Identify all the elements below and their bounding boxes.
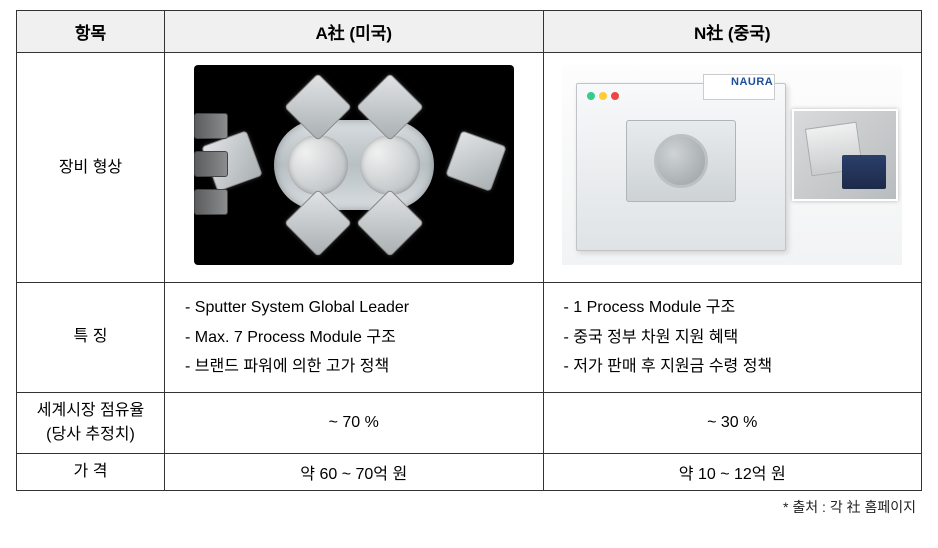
cell-features-a: - Sputter System Global Leader - Max. 7 … bbox=[165, 283, 544, 393]
cell-features-n: - 1 Process Module 구조 - 중국 정부 차원 지원 혜택 -… bbox=[543, 283, 922, 393]
equipment-image-n: NAURA bbox=[562, 65, 902, 265]
cell-share-a: ~ 70 % bbox=[165, 392, 544, 453]
comparison-table: 항목 A社 (미국) N社 (중국) 장비 형상 bbox=[16, 10, 922, 491]
label-market-share: 세계시장 점유율 (당사 추정치) bbox=[17, 392, 165, 453]
col-header-item: 항목 bbox=[17, 11, 165, 53]
equipment-image-a bbox=[194, 65, 514, 265]
cell-equipment-a bbox=[165, 53, 544, 283]
row-price: 가 격 약 60 ~ 70억 원 약 10 ~ 12억 원 bbox=[17, 453, 922, 490]
col-header-company-n: N社 (중국) bbox=[543, 11, 922, 53]
row-features: 특 징 - Sputter System Global Leader - Max… bbox=[17, 283, 922, 393]
row-market-share: 세계시장 점유율 (당사 추정치) ~ 70 % ~ 30 % bbox=[17, 392, 922, 453]
equipment-image-n-inset bbox=[792, 109, 898, 201]
feature-n-line: - 중국 정부 차원 지원 혜택 bbox=[564, 323, 902, 353]
feature-a-line: - Max. 7 Process Module 구조 bbox=[185, 323, 523, 353]
cell-equipment-n: NAURA bbox=[543, 53, 922, 283]
cell-price-n: 약 10 ~ 12억 원 bbox=[543, 453, 922, 490]
cell-price-a: 약 60 ~ 70억 원 bbox=[165, 453, 544, 490]
label-features: 특 징 bbox=[17, 283, 165, 393]
feature-n-line: - 1 Process Module 구조 bbox=[564, 293, 902, 323]
col-header-company-a: A社 (미국) bbox=[165, 11, 544, 53]
footnote-source: * 출처 : 각 社 홈페이지 bbox=[16, 497, 922, 517]
row-equipment-shape: 장비 형상 bbox=[17, 53, 922, 283]
label-price: 가 격 bbox=[17, 453, 165, 490]
feature-a-line: - 브랜드 파워에 의한 고가 정책 bbox=[185, 352, 523, 382]
feature-a-line: - Sputter System Global Leader bbox=[185, 293, 523, 323]
brand-label-n: NAURA bbox=[731, 76, 773, 88]
label-equipment-shape: 장비 형상 bbox=[17, 53, 165, 283]
table-header-row: 항목 A社 (미국) N社 (중국) bbox=[17, 11, 922, 53]
feature-n-line: - 저가 판매 후 지원금 수령 정책 bbox=[564, 352, 902, 382]
cell-share-n: ~ 30 % bbox=[543, 392, 922, 453]
